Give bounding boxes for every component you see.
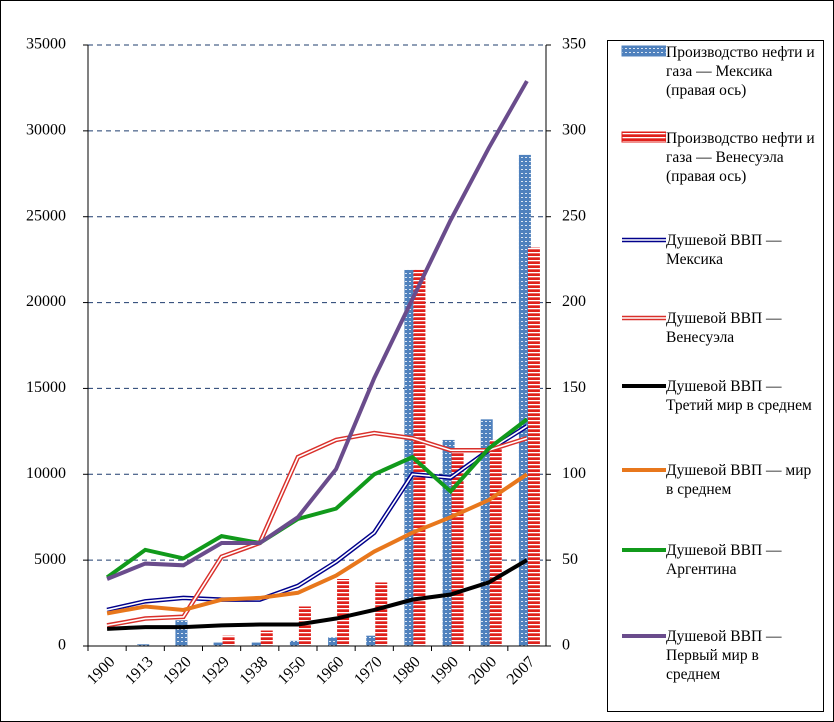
y2-tick-label: 300 [562, 122, 586, 139]
legend-entry: Производство нефти и газа — Венесуэла (п… [612, 129, 822, 186]
legend-entry: Душевой ВВП — Мексика [612, 231, 822, 269]
bar [298, 606, 311, 646]
legend-swatch [612, 43, 666, 63]
line-inner [106, 425, 528, 611]
legend-entry: Производство нефти и газа — Мексика (пра… [612, 43, 822, 100]
y-tick-label: 15000 [26, 379, 66, 396]
legend-swatch [612, 231, 666, 251]
legend: Производство нефти и газа — Мексика (пра… [607, 40, 824, 712]
x-tick-label: 1938 [237, 653, 272, 688]
bar [337, 579, 350, 646]
bar [213, 642, 226, 646]
legend-label: Производство нефти и газа — Мексика (пра… [666, 44, 815, 99]
legend-label: Душевой ВВП — Первый мир в среднем [666, 628, 782, 683]
y2-tick-label: 0 [562, 637, 570, 654]
legend-entry: Душевой ВВП — Венесуэла [612, 309, 822, 347]
legend-entry: Душевой ВВП — мир в среднем [612, 461, 822, 499]
bar [489, 439, 502, 646]
x-tick-label: 1970 [351, 653, 386, 688]
bar [413, 269, 426, 646]
y2-tick-label: 250 [562, 207, 586, 224]
x-tick-label: 2000 [466, 653, 501, 688]
bar [527, 247, 540, 646]
legend-swatch [612, 129, 666, 149]
y-tick-label: 30000 [26, 122, 66, 139]
legend-swatch [612, 461, 666, 481]
legend-entry: Душевой ВВП — Первый мир в среднем [612, 627, 822, 684]
legend-swatch [612, 541, 666, 561]
y-tick-label: 35000 [26, 36, 66, 53]
line [106, 558, 528, 631]
bar [375, 582, 388, 646]
legend-entry: Душевой ВВП — Третий мир в среднем [612, 377, 822, 415]
legend-swatch [612, 309, 666, 329]
line [105, 417, 529, 579]
bar [328, 637, 341, 646]
legend-swatch [612, 377, 666, 397]
bar [137, 644, 150, 646]
bar [251, 642, 264, 646]
x-tick-label: 1913 [122, 653, 157, 688]
y2-tick-label: 200 [562, 293, 586, 310]
y-tick-label: 25000 [26, 207, 66, 224]
line-inner [106, 432, 528, 627]
legend-label: Душевой ВВП — Третий мир в среднем [666, 378, 812, 414]
bar [222, 635, 235, 646]
y-tick-label: 10000 [26, 465, 66, 482]
x-tick-label: 2007 [504, 653, 539, 688]
y-tick-label: 20000 [26, 293, 66, 310]
x-tick-label: 1990 [427, 653, 462, 688]
x-tick-label: 1980 [389, 653, 424, 688]
y-tick-label: 5000 [34, 551, 66, 568]
legend-label: Производство нефти и газа — Венесуэла (п… [666, 130, 815, 185]
y2-tick-label: 350 [562, 36, 586, 53]
y2-tick-label: 150 [562, 379, 586, 396]
bar [175, 620, 188, 646]
y-tick-label: 0 [58, 637, 66, 654]
legend-label: Душевой ВВП — мир в среднем [666, 462, 812, 498]
legend-entry: Душевой ВВП — Аргентина [612, 541, 822, 579]
x-tick-label: 1950 [275, 653, 310, 688]
legend-label: Душевой ВВП — Мексика [666, 232, 782, 268]
line [106, 430, 528, 628]
y2-tick-label: 50 [562, 551, 578, 568]
x-tick-label: 1920 [160, 653, 195, 688]
y2-tick-label: 100 [562, 465, 586, 482]
bar [289, 640, 302, 646]
x-tick-label: 1900 [84, 653, 119, 688]
bar [260, 630, 273, 646]
legend-swatch [612, 627, 666, 647]
legend-label: Душевой ВВП — Аргентина [666, 542, 782, 578]
x-tick-label: 1960 [313, 653, 348, 688]
bar [366, 635, 379, 646]
line [106, 472, 529, 616]
bar [451, 448, 464, 646]
x-tick-label: 1929 [198, 653, 233, 688]
legend-label: Душевой ВВП — Венесуэла [666, 310, 782, 346]
line [106, 80, 529, 581]
